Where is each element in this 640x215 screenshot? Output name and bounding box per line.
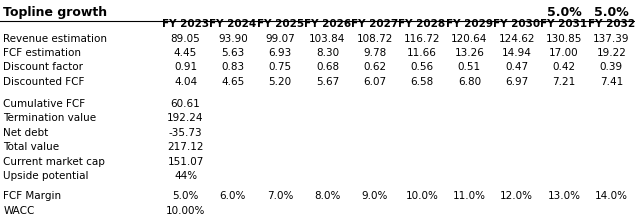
Text: 19.22: 19.22 <box>596 48 626 58</box>
Text: FY 2032: FY 2032 <box>588 19 635 29</box>
Text: FY 2030: FY 2030 <box>493 19 540 29</box>
Text: Net debt: Net debt <box>3 128 49 138</box>
Text: Discount factor: Discount factor <box>3 63 83 72</box>
Text: 60.61: 60.61 <box>171 99 200 109</box>
Text: 0.83: 0.83 <box>221 63 244 72</box>
Text: 99.07: 99.07 <box>266 34 295 44</box>
Text: 9.0%: 9.0% <box>362 191 388 201</box>
Text: 8.0%: 8.0% <box>314 191 340 201</box>
Text: Topline growth: Topline growth <box>3 6 108 19</box>
Text: 0.75: 0.75 <box>269 63 292 72</box>
Text: 103.84: 103.84 <box>309 34 346 44</box>
Text: 124.62: 124.62 <box>499 34 535 44</box>
Text: 0.91: 0.91 <box>174 63 197 72</box>
Text: 89.05: 89.05 <box>171 34 200 44</box>
Text: 120.64: 120.64 <box>451 34 488 44</box>
Text: 0.47: 0.47 <box>505 63 528 72</box>
Text: -35.73: -35.73 <box>169 128 202 138</box>
Text: 0.42: 0.42 <box>552 63 575 72</box>
Text: 10.0%: 10.0% <box>406 191 438 201</box>
Text: 0.51: 0.51 <box>458 63 481 72</box>
Text: 7.41: 7.41 <box>600 77 623 87</box>
Text: 0.56: 0.56 <box>410 63 434 72</box>
Text: 12.0%: 12.0% <box>500 191 533 201</box>
Text: FY 2023: FY 2023 <box>162 19 209 29</box>
Text: 13.0%: 13.0% <box>547 191 580 201</box>
Text: FY 2028: FY 2028 <box>399 19 445 29</box>
Text: 217.12: 217.12 <box>167 142 204 152</box>
Text: 5.0%: 5.0% <box>547 6 581 19</box>
Text: 4.45: 4.45 <box>174 48 197 58</box>
Text: Cumulative FCF: Cumulative FCF <box>3 99 85 109</box>
Text: Current market cap: Current market cap <box>3 157 105 167</box>
Text: 13.26: 13.26 <box>454 48 484 58</box>
Text: FCF estimation: FCF estimation <box>3 48 81 58</box>
Text: Discounted FCF: Discounted FCF <box>3 77 84 87</box>
Text: 6.07: 6.07 <box>363 77 387 87</box>
Text: Total value: Total value <box>3 142 60 152</box>
Text: 130.85: 130.85 <box>546 34 582 44</box>
Text: 4.04: 4.04 <box>174 77 197 87</box>
Text: 6.0%: 6.0% <box>220 191 246 201</box>
Text: Revenue estimation: Revenue estimation <box>3 34 107 44</box>
Text: 0.68: 0.68 <box>316 63 339 72</box>
Text: 7.21: 7.21 <box>552 77 575 87</box>
Text: WACC: WACC <box>3 206 35 215</box>
Text: FY 2027: FY 2027 <box>351 19 398 29</box>
Text: 5.67: 5.67 <box>316 77 339 87</box>
Text: FY 2026: FY 2026 <box>304 19 351 29</box>
Text: Termination value: Termination value <box>3 113 96 123</box>
Text: 116.72: 116.72 <box>404 34 440 44</box>
Text: 6.80: 6.80 <box>458 77 481 87</box>
Text: FY 2024: FY 2024 <box>209 19 257 29</box>
Text: 11.66: 11.66 <box>407 48 437 58</box>
Text: 93.90: 93.90 <box>218 34 248 44</box>
Text: 6.93: 6.93 <box>269 48 292 58</box>
Text: 0.62: 0.62 <box>363 63 387 72</box>
Text: 7.0%: 7.0% <box>267 191 293 201</box>
Text: 6.97: 6.97 <box>505 77 528 87</box>
Text: Upside potential: Upside potential <box>3 171 89 181</box>
Text: FY 2031: FY 2031 <box>540 19 588 29</box>
Text: 14.94: 14.94 <box>502 48 532 58</box>
Text: FCF Margin: FCF Margin <box>3 191 61 201</box>
Text: 11.0%: 11.0% <box>453 191 486 201</box>
Text: 4.65: 4.65 <box>221 77 244 87</box>
Text: 9.78: 9.78 <box>363 48 387 58</box>
Text: 14.0%: 14.0% <box>595 191 628 201</box>
Text: 10.00%: 10.00% <box>166 206 205 215</box>
Text: 0.39: 0.39 <box>600 63 623 72</box>
Text: FY 2025: FY 2025 <box>257 19 304 29</box>
Text: 8.30: 8.30 <box>316 48 339 58</box>
Text: 108.72: 108.72 <box>356 34 393 44</box>
Text: 5.0%: 5.0% <box>594 6 628 19</box>
Text: 151.07: 151.07 <box>168 157 204 167</box>
Text: 44%: 44% <box>174 171 197 181</box>
Text: 192.24: 192.24 <box>167 113 204 123</box>
Text: FY 2029: FY 2029 <box>446 19 493 29</box>
Text: 5.0%: 5.0% <box>172 191 199 201</box>
Text: 5.63: 5.63 <box>221 48 244 58</box>
Text: 137.39: 137.39 <box>593 34 630 44</box>
Text: 17.00: 17.00 <box>549 48 579 58</box>
Text: 5.20: 5.20 <box>269 77 292 87</box>
Text: 6.58: 6.58 <box>410 77 434 87</box>
